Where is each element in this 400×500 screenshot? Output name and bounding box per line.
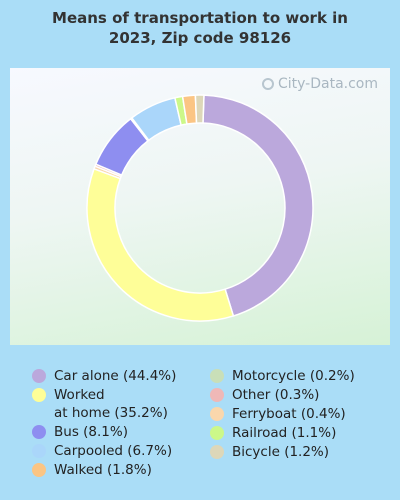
legend-item: Motorcycle (0.2%) xyxy=(210,367,355,385)
legend-label: Bicycle (1.2%) xyxy=(232,444,330,460)
legend-swatch xyxy=(32,425,46,439)
legend: Car alone (44.4%) Worked at home (35.2%) B… xyxy=(0,360,400,500)
legend-item: Worked at home (35.2%) xyxy=(32,386,168,422)
legend-label: Motorcycle (0.2%) xyxy=(232,368,355,384)
legend-label: Bus (8.1%) xyxy=(54,424,128,440)
watermark-text: City-Data.com xyxy=(277,76,378,92)
legend-item: Railroad (1.1%) xyxy=(210,424,336,442)
legend-swatch xyxy=(210,388,224,402)
legend-label: Car alone (44.4%) xyxy=(54,368,177,384)
legend-swatch xyxy=(210,369,224,383)
legend-swatch xyxy=(32,369,46,383)
legend-item: Ferryboat (0.4%) xyxy=(210,405,346,423)
legend-label: Worked at home (35.2%) xyxy=(54,387,168,421)
legend-label: Other (0.3%) xyxy=(232,387,320,403)
donut-slice-9 xyxy=(194,94,205,124)
legend-swatch xyxy=(32,463,46,477)
legend-item: Carpooled (6.7%) xyxy=(32,442,172,460)
legend-label: Railroad (1.1%) xyxy=(232,425,337,441)
plot-area: City-Data.com xyxy=(10,68,390,345)
legend-item: Bicycle (1.2%) xyxy=(210,443,329,461)
watermark: City-Data.com xyxy=(261,76,378,92)
legend-item: Walked (1.8%) xyxy=(32,461,152,479)
legend-item: Car alone (44.4%) xyxy=(32,367,176,385)
chart-title: Means of transportation to work in 2023,… xyxy=(52,9,348,47)
legend-swatch xyxy=(210,407,224,421)
magnifier-icon xyxy=(261,78,274,90)
legend-label: Walked (1.8%) xyxy=(54,462,152,478)
donut-chart xyxy=(86,94,314,322)
legend-label: Ferryboat (0.4%) xyxy=(232,406,346,422)
legend-swatch xyxy=(32,444,46,458)
legend-item: Other (0.3%) xyxy=(210,386,319,404)
legend-swatch xyxy=(32,388,46,402)
donut-slice-1 xyxy=(86,167,235,322)
legend-item: Bus (8.1%) xyxy=(32,423,128,441)
legend-swatch xyxy=(210,426,224,440)
legend-label: Carpooled (6.7%) xyxy=(54,443,173,459)
donut-slice-0 xyxy=(202,94,314,317)
legend-swatch xyxy=(210,445,224,459)
